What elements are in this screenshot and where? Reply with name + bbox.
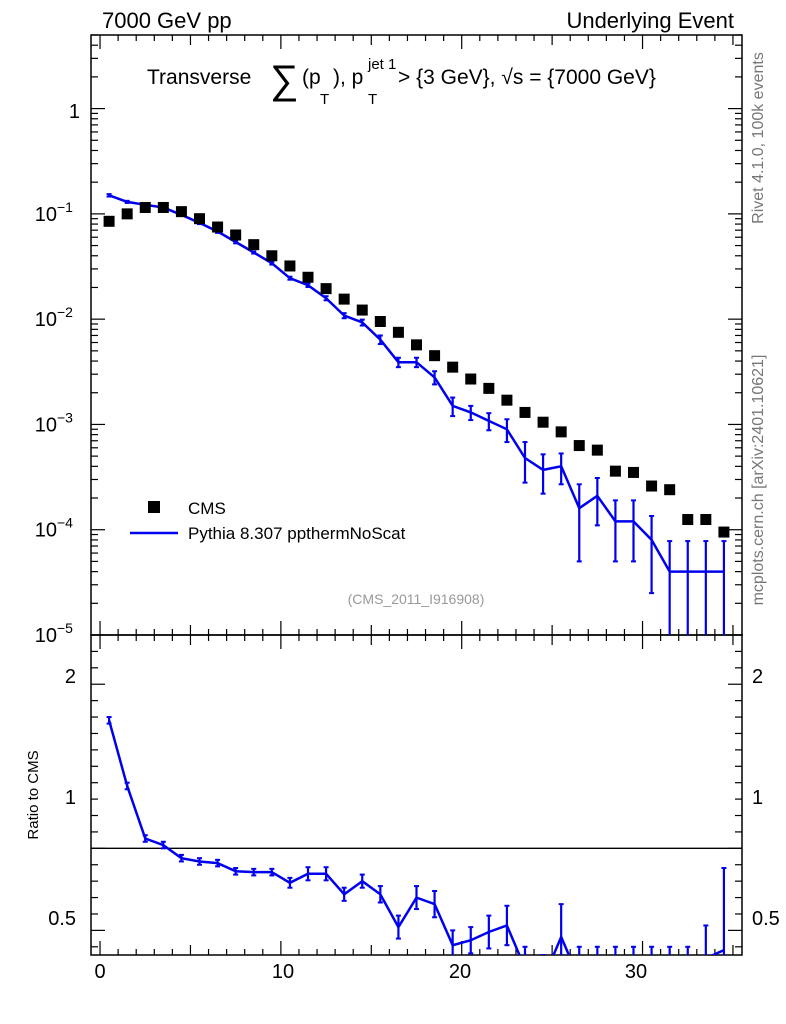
cms-data-point: [537, 416, 549, 428]
rivet-version-label: Rivet 4.1.0, 100k events: [750, 52, 767, 224]
title-prefix: Transverse: [147, 66, 251, 89]
y-tick-label-1e-3: 10 −3: [35, 409, 73, 436]
y-tick-label-1e-4: 10 −4: [35, 515, 73, 542]
y-tick-label-1e-2: 10 −2: [35, 304, 73, 331]
ratio-plot-area: [91, 716, 742, 955]
plot-title: Transverse ∑ (p T ), p T jet 1 > {3 GeV}…: [147, 56, 656, 108]
cms-data-point: [230, 229, 242, 241]
y-tick-base: 10: [35, 625, 57, 647]
main-y-tick-labels: 1 10−110−210−310−410−5: [35, 101, 80, 647]
y-tick-base: 10: [35, 309, 57, 331]
title-sub-t-2: T: [368, 91, 377, 108]
cms-data-point: [591, 444, 603, 456]
header-left-label: 7000 GeV pp: [102, 8, 232, 33]
cms-data-point: [266, 250, 278, 262]
y-tick-label-1e-1: 10 −1: [35, 199, 73, 226]
y-tick-exponent: −5: [57, 620, 73, 636]
main-axis-ticks: [91, 34, 742, 636]
cms-data-point: [194, 213, 205, 225]
title-sub-t-1: T: [320, 91, 329, 108]
y-tick-exponent: −4: [57, 515, 73, 531]
ratio-y-tick-label-1-left: 1: [65, 787, 76, 809]
x-tick-label-10: 10: [272, 961, 294, 983]
cms-data-point: [248, 239, 260, 251]
cms-data-point: [501, 394, 513, 406]
cms-data-point: [646, 480, 658, 492]
cms-data-point: [628, 466, 639, 478]
cms-data-point: [483, 382, 495, 394]
ratio-y-tick-label-05-right: 0.5: [752, 908, 780, 930]
cms-data-point: [121, 208, 133, 220]
cms-data-point: [103, 215, 115, 227]
x-tick-label-20: 20: [449, 961, 471, 983]
ratio-y-tick-label-1-right: 1: [752, 787, 763, 809]
y-tick-label-1e-5: 10 −5: [35, 620, 73, 647]
legend-pythia-label: Pythia 8.307 ppthermNoScat: [188, 524, 406, 543]
y-tick-exponent: −2: [57, 304, 73, 320]
y-tick-base: 10: [35, 204, 57, 226]
cms-data-point: [139, 201, 151, 213]
mcplots-label: mcplots.cern.ch [arXiv:2401.10621]: [750, 355, 767, 606]
legend: CMS Pythia 8.307 ppthermNoScat: [130, 499, 406, 543]
x-tick-label-0: 0: [94, 961, 105, 983]
cms-data-point: [555, 426, 567, 438]
cms-data-point: [302, 271, 314, 283]
main-plot-area: [103, 193, 730, 635]
cms-data-point: [338, 293, 350, 305]
cms-data-point: [411, 339, 422, 351]
y-tick-exponent: −3: [57, 409, 73, 425]
title-tail: > {3 GeV}, √s = {7000 GeV}: [398, 66, 656, 89]
title-sum-symbol: ∑: [270, 58, 299, 102]
cms-data-point: [664, 484, 676, 496]
cms-data-point: [356, 304, 368, 316]
title-sup-jet: jet 1: [367, 56, 396, 73]
cms-data-point: [392, 326, 404, 338]
title-close: ), p: [333, 66, 363, 89]
title-open: (p: [302, 66, 321, 89]
ratio-y-tick-label-2-left: 2: [65, 666, 76, 688]
y-tick-label-1: 1: [69, 101, 80, 123]
analysis-id-label: (CMS_2011_I916908): [348, 591, 485, 607]
y-tick-base: 10: [35, 414, 57, 436]
cms-data-point: [157, 201, 169, 213]
cms-data-point: [465, 373, 477, 385]
main-plot-frame: [90, 34, 743, 636]
ratio-plot-frame: [90, 634, 743, 956]
cms-data-point: [609, 465, 621, 477]
cms-data-point: [429, 350, 441, 362]
cms-data-point: [175, 206, 187, 218]
x-tick-label-30: 30: [625, 961, 647, 983]
header-right-label: Underlying Event: [566, 8, 734, 33]
cms-data-point: [320, 283, 332, 295]
ratio-y-axis-label: Ratio to CMS: [25, 750, 42, 839]
y-tick-exponent: −1: [57, 199, 73, 215]
cms-data-point: [682, 514, 694, 526]
cms-data-point: [212, 221, 224, 233]
ratio-y-tick-label-05-left: 0.5: [48, 908, 76, 930]
ratio-y-tick-label-2-right: 2: [752, 666, 763, 688]
ratio-line: [107, 719, 725, 955]
y-tick-base: 10: [35, 520, 57, 542]
cms-data-point: [284, 260, 296, 272]
cms-data-point: [700, 514, 712, 526]
cms-data-point: [718, 526, 730, 538]
cms-data-point: [374, 315, 386, 327]
cms-data-point: [447, 361, 459, 373]
cms-data-point: [573, 440, 585, 452]
ratio-axis-ticks: [91, 635, 742, 955]
cms-data-point: [519, 406, 531, 418]
legend-cms-marker: [148, 501, 160, 513]
legend-cms-label: CMS: [188, 499, 226, 518]
